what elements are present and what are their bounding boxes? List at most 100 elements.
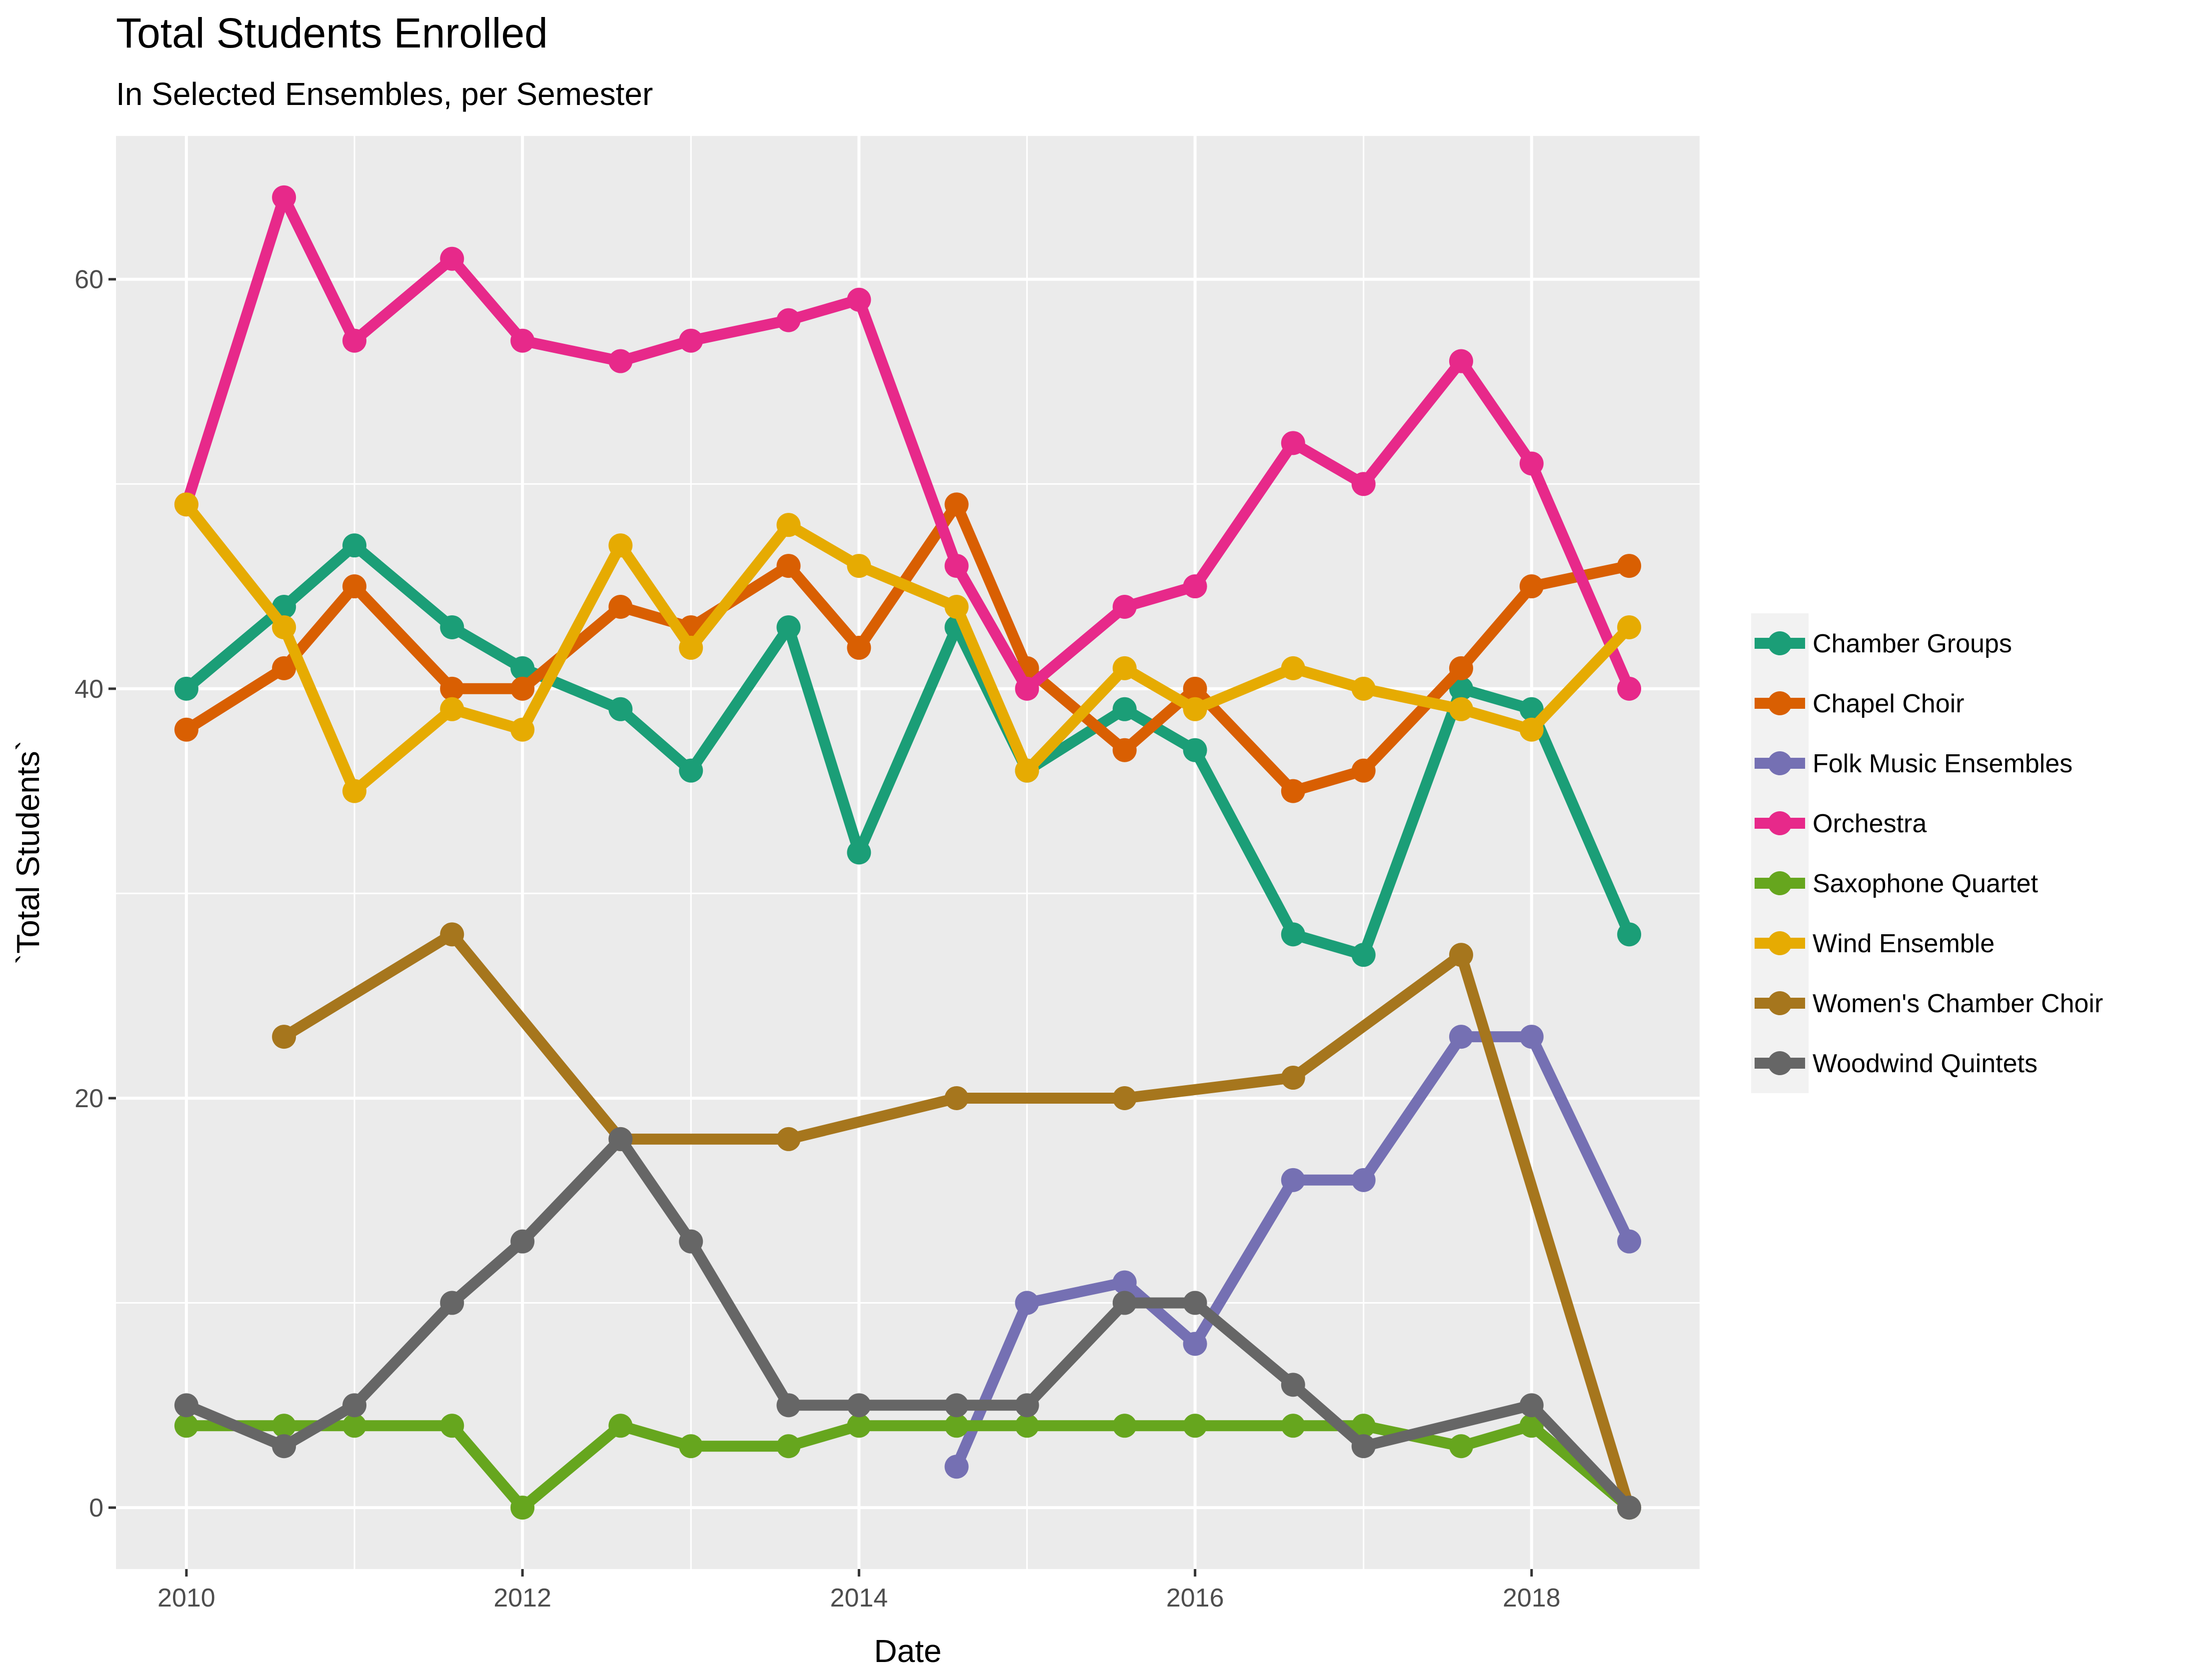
data-point [776, 308, 801, 332]
data-point [440, 1414, 464, 1438]
data-point [510, 717, 535, 742]
data-point [272, 615, 296, 639]
data-point [174, 676, 198, 701]
legend-label: Folk Music Ensembles [1813, 749, 2073, 778]
legend-item-saxophone-quartet: Saxophone Quartet [1751, 853, 2039, 913]
legend-label: Woodwind Quintets [1813, 1049, 2038, 1078]
series-orchestra [174, 185, 1642, 701]
data-point [1351, 943, 1376, 967]
x-tick-labels: 2010 2012 2014 2016 2018 [157, 1584, 1561, 1613]
data-point [1112, 656, 1137, 680]
data-point [510, 656, 535, 680]
legend-key-point [1768, 811, 1792, 835]
data-point [847, 1393, 871, 1418]
plot-panel [116, 136, 1700, 1569]
legend-item-wind-ensemble: Wind Ensemble [1751, 913, 1995, 973]
data-point [510, 1496, 535, 1520]
data-point [1112, 738, 1137, 762]
y-tick-label: 0 [89, 1494, 103, 1523]
data-point [272, 185, 296, 209]
data-point [510, 328, 535, 353]
data-point [342, 779, 367, 803]
data-point [1112, 1086, 1137, 1110]
legend-label: Chamber Groups [1813, 629, 2012, 658]
data-point [847, 635, 871, 660]
data-point [1449, 349, 1473, 373]
series-line [182, 501, 1634, 797]
legend-label: Women's Chamber Choir [1813, 989, 2103, 1018]
data-point [1183, 1291, 1207, 1315]
data-point [1183, 738, 1207, 762]
chart-subtitle: In Selected Ensembles, per Semester [116, 76, 653, 112]
data-point [1281, 1066, 1305, 1090]
legend-key-point [1768, 1051, 1792, 1075]
data-point [1449, 656, 1473, 680]
data-point [1112, 697, 1137, 721]
legend-key-point [1768, 691, 1792, 715]
data-point [342, 328, 367, 353]
data-point [1015, 676, 1039, 701]
data-point [1519, 697, 1544, 721]
data-point [944, 1414, 969, 1438]
data-point [608, 595, 633, 619]
data-point [944, 1393, 969, 1418]
data-point [1617, 1229, 1642, 1254]
data-point [272, 656, 296, 680]
data-point [679, 328, 703, 353]
data-point [342, 1393, 367, 1418]
data-point [1015, 1393, 1039, 1418]
data-point [1183, 1414, 1207, 1438]
x-axis-title: Date [874, 1633, 941, 1669]
data-point [1183, 697, 1207, 721]
data-point [1015, 1414, 1039, 1438]
data-point [1351, 1414, 1376, 1438]
data-point [776, 554, 801, 578]
data-point [174, 717, 198, 742]
data-point [1617, 922, 1642, 947]
legend: Chamber Groups Chapel Choir Folk Music Ens… [1751, 613, 2103, 1093]
data-point [1617, 615, 1642, 639]
legend-item-chapel-choir: Chapel Choir [1751, 673, 1965, 733]
data-point [1183, 574, 1207, 599]
legend-label: Chapel Choir [1813, 689, 1965, 718]
data-point [1281, 1414, 1305, 1438]
data-point [776, 1127, 801, 1151]
data-point [1112, 1291, 1137, 1315]
data-point [440, 697, 464, 721]
data-point [1351, 472, 1376, 496]
data-point [440, 1291, 464, 1315]
legend-item-woodwind-quintets: Woodwind Quintets [1751, 1033, 2038, 1093]
y-tick-label: 60 [74, 265, 103, 294]
data-point [510, 676, 535, 701]
data-point [1519, 1393, 1544, 1418]
grid-major [116, 136, 1700, 1569]
data-point [1351, 1434, 1376, 1459]
x-tick-label: 2012 [493, 1584, 551, 1613]
data-point [1281, 1168, 1305, 1192]
legend-key-point [1768, 991, 1792, 1015]
data-point [1449, 1025, 1473, 1049]
data-point [174, 1414, 198, 1438]
data-point [1617, 676, 1642, 701]
data-point [776, 1434, 801, 1459]
data-point [944, 595, 969, 619]
legend-key-point [1768, 631, 1792, 655]
axis-ticks [108, 278, 1533, 1577]
data-point [1449, 676, 1473, 701]
series-line [183, 499, 1631, 797]
data-point [608, 349, 633, 373]
data-point [944, 1455, 969, 1479]
data-point [342, 533, 367, 558]
data-point [1449, 697, 1473, 721]
legend-item-orchestra: Orchestra [1751, 793, 1927, 853]
y-axis-title: `Total Students` [10, 740, 46, 964]
data-point [1112, 1414, 1137, 1438]
data-point [272, 1414, 296, 1438]
data-point [1281, 779, 1305, 803]
legend-item-chamber-groups: Chamber Groups [1751, 613, 2012, 673]
data-point [847, 1414, 871, 1438]
data-point [847, 287, 871, 312]
data-point [1519, 451, 1544, 476]
grid-minor [116, 136, 1700, 1569]
legend-item-women-s-chamber-choir: Women's Chamber Choir [1751, 973, 2103, 1033]
